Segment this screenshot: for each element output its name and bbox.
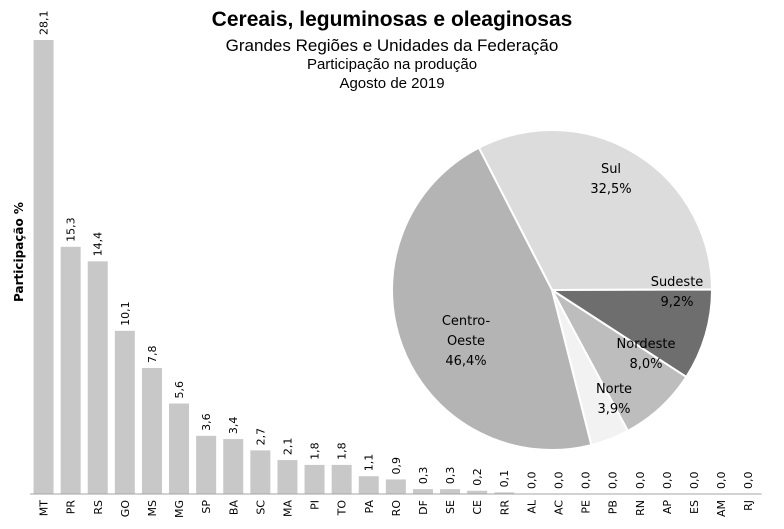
bar-value-label: 0,2 xyxy=(471,468,484,486)
bar-value-label: 10,1 xyxy=(119,301,132,326)
y-axis-label: Participação % xyxy=(12,202,26,302)
bar xyxy=(141,367,162,494)
bar xyxy=(33,40,54,494)
x-tick-label: SE xyxy=(444,500,457,514)
x-tick-label: CE xyxy=(471,500,484,515)
pie-slice xyxy=(391,146,593,451)
bar xyxy=(385,479,406,494)
pie-chart: Sul 32,5% Sudeste 9,2% Nordeste 8,0% Norte 3,9%… xyxy=(391,129,714,451)
bar-value-label: 7,8 xyxy=(146,345,159,363)
bar xyxy=(440,489,461,494)
pie-slice-label: Norte 3,9% xyxy=(596,382,632,417)
pie-slice xyxy=(477,129,714,292)
bar-value-label: 14,4 xyxy=(92,232,105,257)
pie-slice xyxy=(548,288,713,379)
pie-slice-label: Nordeste 8,0% xyxy=(617,337,676,372)
bar-value-label: 1,1 xyxy=(363,454,376,472)
bar-value-label: 1,8 xyxy=(336,442,349,460)
x-tick-label: AL xyxy=(525,499,538,514)
x-tick-label: MG xyxy=(173,500,186,518)
bar xyxy=(250,450,271,494)
x-tick-label: PR xyxy=(65,500,78,515)
bar-value-label: 0,0 xyxy=(552,472,565,490)
bar-value-label: 0,0 xyxy=(688,472,701,490)
chart-title: Cereais, leguminosas e oleaginosas xyxy=(211,8,573,31)
x-tick-label: MA xyxy=(281,500,294,517)
bar xyxy=(223,439,244,494)
pie-slice-label: Centro-Oeste 46,4% xyxy=(442,314,491,369)
chart-subtitle-3: Agosto de 2019 xyxy=(339,75,445,92)
bar-value-label: 0,3 xyxy=(417,467,430,485)
bar xyxy=(114,330,135,494)
pie-slice-label: Sudeste 9,2% xyxy=(651,275,704,310)
bar xyxy=(169,403,190,494)
bar-value-label: 2,7 xyxy=(254,428,267,446)
bar-value-label: 0,0 xyxy=(634,472,647,490)
bar xyxy=(304,464,325,494)
x-tick-label: RO xyxy=(390,500,403,517)
bar-value-label: 28,1 xyxy=(38,10,51,35)
x-tick-label: BA xyxy=(227,500,240,516)
bar xyxy=(494,492,515,494)
bar-value-label: 0,0 xyxy=(661,472,674,490)
bar-value-label: 0,0 xyxy=(607,472,620,490)
bar-value-label: 3,4 xyxy=(227,417,240,435)
chart-subtitle-2: Participação na produção xyxy=(306,56,478,73)
x-tick-label: RJ xyxy=(742,500,755,511)
bar-value-label: 0,0 xyxy=(525,472,538,490)
bar-value-label: 2,1 xyxy=(281,438,294,456)
bar-value-label: 0,3 xyxy=(444,467,457,485)
x-tick-label: ES xyxy=(688,500,701,514)
bar-value-label: 3,6 xyxy=(200,413,213,431)
bar xyxy=(412,489,433,494)
bar-value-label: 0,0 xyxy=(715,472,728,490)
x-tick-label: PB xyxy=(607,500,620,514)
bar-value-label: 0,9 xyxy=(390,457,403,475)
bar xyxy=(60,246,81,494)
bar xyxy=(331,464,352,494)
bar xyxy=(87,261,108,494)
bar xyxy=(467,490,488,494)
x-tick-label: PI xyxy=(309,500,322,510)
bar-value-label: 15,3 xyxy=(65,217,78,242)
x-tick-label: PE xyxy=(580,500,593,514)
x-tick-label: MT xyxy=(38,500,51,516)
x-tick-label: RR xyxy=(498,500,511,516)
x-tick-label: RS xyxy=(92,500,105,515)
x-tick-label: MS xyxy=(146,500,159,516)
bar-value-label: 0,0 xyxy=(742,472,755,490)
x-tick-label: PA xyxy=(363,500,376,514)
bar-value-label: 5,6 xyxy=(173,381,186,399)
bar xyxy=(358,476,379,494)
x-tick-label: GO xyxy=(119,500,132,518)
bar-value-label: 0,0 xyxy=(580,472,593,490)
x-tick-label: RN xyxy=(634,500,647,516)
chart-subtitle: Grandes Regiões e Unidades da Federação xyxy=(225,36,559,55)
x-tick-label: TO xyxy=(336,500,349,517)
x-tick-label: AM xyxy=(715,500,728,517)
bar xyxy=(196,435,217,494)
bar-value-label: 0,1 xyxy=(498,470,511,488)
bar-chart: Participação % 28,1 MT 15,3 PR 14,4 RS 10,1 GO 7,… xyxy=(12,10,762,518)
x-tick-label: DF xyxy=(417,500,430,515)
x-tick-label: AC xyxy=(552,500,565,515)
x-tick-label: SP xyxy=(200,500,213,514)
x-tick-label: AP xyxy=(661,500,674,515)
pie-slice-label: Sul 32,5% xyxy=(590,162,631,197)
bar-value-label: 1,8 xyxy=(309,442,322,460)
bar xyxy=(277,460,298,494)
x-tick-label: SC xyxy=(254,500,267,515)
